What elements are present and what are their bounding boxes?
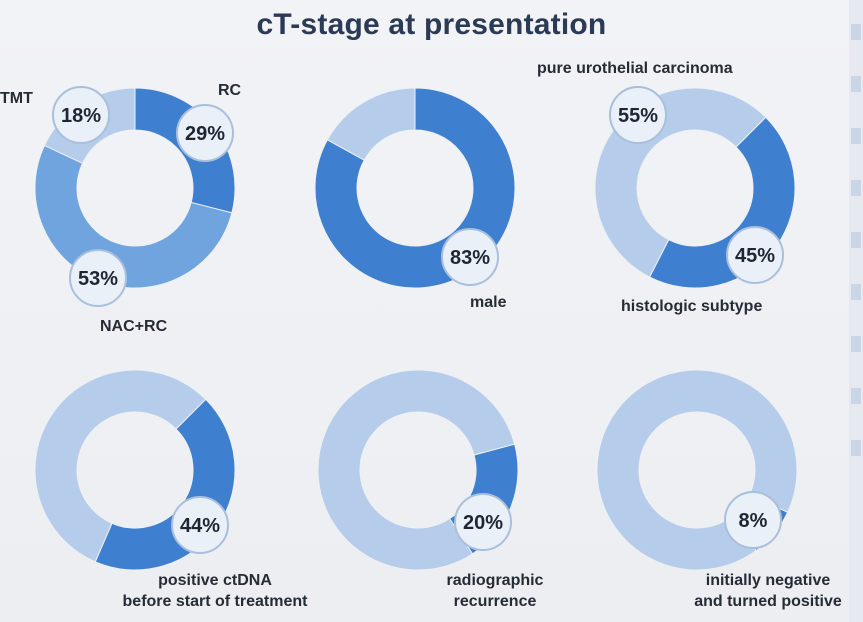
label-initially-negative: initially negative and turned positive <box>673 570 863 612</box>
side-tick <box>851 232 861 248</box>
percent-badge <box>726 226 784 284</box>
label-radiographic: radiographic recurrence <box>420 570 570 612</box>
side-tick <box>851 128 861 144</box>
percent-badge <box>69 249 127 307</box>
donut-slice <box>326 87 416 161</box>
percent-badge-label: 45% <box>735 245 775 267</box>
side-tick <box>851 24 861 40</box>
donut-chart-1: 29% 53% 18% <box>34 86 236 307</box>
side-tick <box>851 388 861 404</box>
percent-badge <box>724 491 782 549</box>
donut-chart-6: 8% <box>596 369 798 571</box>
label-ctdna-line1: positive ctDNA <box>158 572 272 589</box>
percent-badge-label: 55% <box>618 105 658 127</box>
label-rc: RC <box>218 82 242 99</box>
percent-badge <box>52 86 110 144</box>
percent-badge-label: 20% <box>463 512 503 534</box>
label-radiographic-line2: recurrence <box>453 593 537 610</box>
percent-badge-label: 8% <box>739 510 768 532</box>
label-histologic-subtype: histologic subtype <box>621 298 763 315</box>
label-ctdna-line2: before start of treatment <box>122 593 308 610</box>
donut-slice <box>34 369 207 563</box>
percent-badge-label: 44% <box>180 515 220 537</box>
donut-chart-2: 83% <box>314 87 516 289</box>
label-ctdna: positive ctDNA before start of treatment <box>90 570 340 612</box>
percent-badge-label: 29% <box>185 123 225 145</box>
label-tmt: TMT <box>0 90 33 107</box>
label-nac-rc: NAC+RC <box>100 318 168 335</box>
donut-chart-4: 44% <box>34 369 236 571</box>
label-radiographic-line1: radiographic <box>446 572 544 589</box>
label-pure-urothelial: pure urothelial carcinoma <box>537 60 733 77</box>
side-tick <box>851 76 861 92</box>
percent-badge <box>609 86 667 144</box>
label-male: male <box>470 294 507 311</box>
percent-badge <box>176 104 234 162</box>
percent-badge <box>171 496 229 554</box>
donut-chart-5: 20% <box>317 369 519 571</box>
percent-badge <box>441 228 499 286</box>
label-initially-negative-line1: initially negative <box>705 572 831 589</box>
percent-badge <box>454 493 512 551</box>
percent-badge-label: 53% <box>78 268 118 290</box>
percent-badge-label: 83% <box>450 247 490 269</box>
side-tick <box>851 180 861 196</box>
side-tick <box>851 336 861 352</box>
donut-slice <box>34 144 233 289</box>
slide-title: cT-stage at presentation <box>256 8 607 41</box>
donut-chart-3: 45% 55% <box>594 86 796 289</box>
donut-slice <box>317 369 516 571</box>
percent-badge-label: 18% <box>61 105 101 127</box>
label-initially-negative-line2: and turned positive <box>694 593 842 610</box>
side-tick <box>851 440 861 456</box>
side-strip <box>849 0 863 622</box>
donut-slice <box>596 369 798 571</box>
side-tick <box>851 284 861 300</box>
